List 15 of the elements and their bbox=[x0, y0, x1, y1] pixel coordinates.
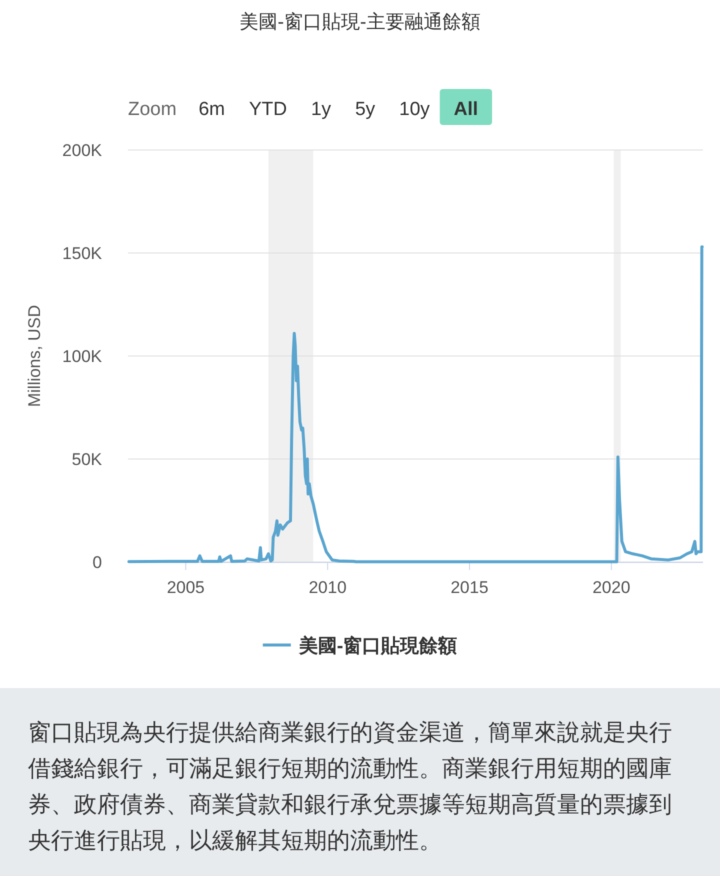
y-tick-label: 100K bbox=[62, 347, 103, 366]
x-tick-label: 2005 bbox=[166, 578, 205, 597]
x-tick-label: 2020 bbox=[592, 578, 630, 597]
line-series bbox=[127, 245, 704, 564]
y-tick-label: 50K bbox=[72, 450, 103, 469]
y-tick-label: 200K bbox=[62, 141, 103, 160]
x-tick-label: 2015 bbox=[450, 578, 488, 597]
text: 窗口貼現為央行提供給商業銀行的資金渠道，簡單來說就是央行借錢給銀行，可滿足銀行短期的流動性。商業銀行用短期的國庫券、政府債券、商業貸款和銀行承兌票據等短期高質量的票據到央行進行貼現，以緩解其短期的流動性。 bbox=[0, 688, 720, 876]
chart-title: 美國-窗口貼現-主要融通餘額 bbox=[240, 11, 480, 33]
legend-label: 美國-窗口貼現餘額 bbox=[298, 635, 458, 657]
y-tick-label: 150K bbox=[62, 244, 103, 263]
x-tick-label: 2010 bbox=[308, 578, 347, 597]
y-tick-label: 0 bbox=[92, 553, 102, 572]
range-selector: Zoom 6m YTD 1y 5y 10y All bbox=[128, 89, 492, 125]
y-axis-title: Millions, USD bbox=[25, 304, 44, 408]
